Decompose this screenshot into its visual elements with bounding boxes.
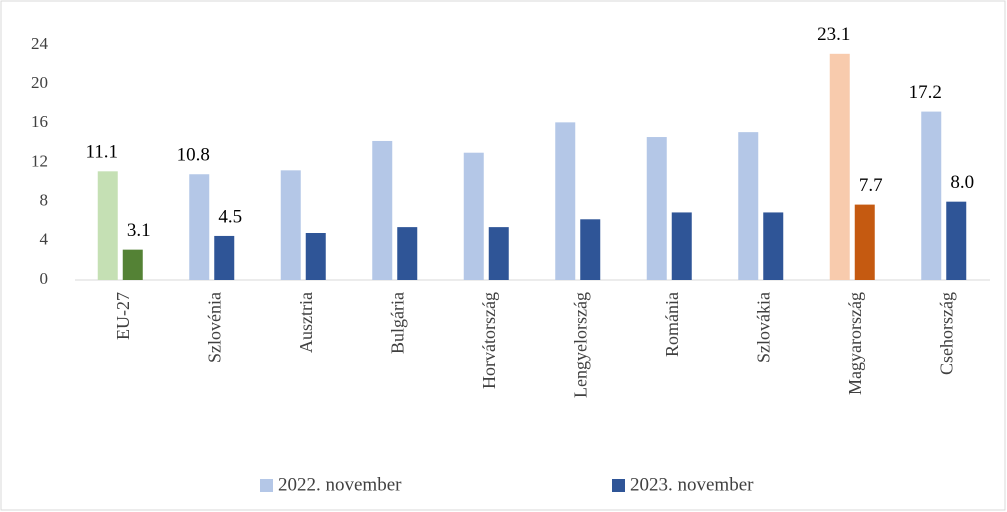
bar xyxy=(280,170,301,280)
bar xyxy=(97,171,118,280)
bar xyxy=(580,219,601,280)
bar xyxy=(122,249,143,280)
bar xyxy=(305,233,326,280)
y-tick-label: 12 xyxy=(31,151,48,170)
y-tick-label: 20 xyxy=(31,73,48,92)
bar xyxy=(854,204,875,280)
data-label: 3.1 xyxy=(127,220,151,241)
data-label: 23.1 xyxy=(817,24,850,45)
legend-swatch xyxy=(260,479,273,492)
x-tick-label: Románia xyxy=(662,292,682,357)
x-tick-label: EU-27 xyxy=(113,292,133,340)
x-tick-label: Szlovénia xyxy=(204,292,224,363)
y-tick-label: 0 xyxy=(40,269,49,288)
bar xyxy=(738,132,759,280)
x-tick-label: Csehország xyxy=(936,292,956,375)
x-tick-label: Bulgária xyxy=(387,292,407,354)
bar xyxy=(829,53,850,280)
y-tick-label: 16 xyxy=(31,112,48,131)
y-tick-label: 8 xyxy=(40,191,49,210)
x-tick-label: Magyarország xyxy=(845,292,865,395)
y-tick-label: 4 xyxy=(40,230,49,249)
bar xyxy=(646,137,667,280)
bar xyxy=(921,111,942,280)
bar xyxy=(189,174,210,280)
bar xyxy=(214,235,235,280)
data-label: 8.0 xyxy=(950,172,974,193)
bar xyxy=(488,227,509,280)
data-label: 10.8 xyxy=(177,145,210,166)
legend-swatch xyxy=(612,479,625,492)
y-tick-label: 24 xyxy=(31,34,49,53)
x-tick-label: Lengyelország xyxy=(570,292,590,398)
legend-label: 2023. november xyxy=(630,474,754,495)
x-tick-label: Szlovákia xyxy=(753,292,773,363)
bar xyxy=(946,201,967,280)
bar xyxy=(372,140,393,280)
data-label: 11.1 xyxy=(85,142,118,163)
bar xyxy=(397,227,418,280)
legend-label: 2022. november xyxy=(278,474,402,495)
data-label: 17.2 xyxy=(909,82,942,103)
bar xyxy=(463,152,484,280)
bar xyxy=(555,122,576,281)
x-tick-label: Ausztria xyxy=(296,292,316,353)
x-tick-label: Horvátország xyxy=(479,292,499,389)
data-label: 7.7 xyxy=(859,175,883,196)
bar xyxy=(763,212,784,280)
data-label: 4.5 xyxy=(218,206,242,227)
bar xyxy=(671,212,692,280)
